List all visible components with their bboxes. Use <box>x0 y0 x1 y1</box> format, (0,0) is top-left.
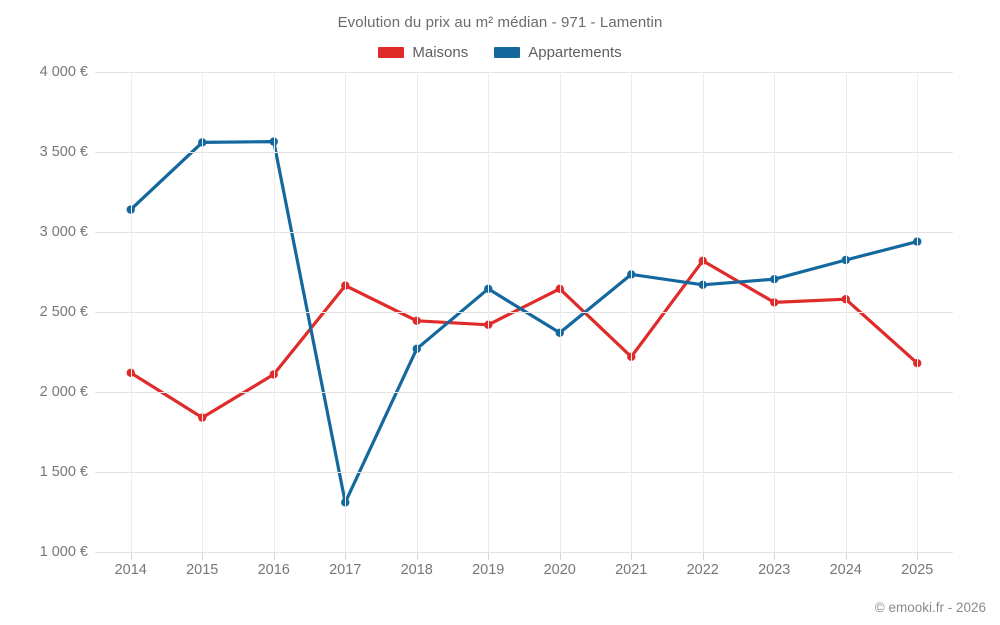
gridline-vertical <box>416 72 418 552</box>
legend-item-maisons[interactable]: Maisons <box>378 44 468 61</box>
gridline-vertical <box>488 72 490 552</box>
y-axis-tick-label: 1 500 € <box>39 464 88 480</box>
chart-title: Evolution du prix au m² médian - 971 - L… <box>337 14 663 31</box>
legend-label-maisons: Maisons <box>412 44 469 61</box>
y-axis: 1 000 € 1 500 € 2 000 € 2 500 € 3 000 € 3 500… <box>0 64 88 560</box>
y-axis-tick-label: 2 500 € <box>39 304 88 320</box>
plot-area <box>95 72 953 553</box>
y-axis-tick-label: 1 000 € <box>39 544 88 560</box>
gridline-vertical <box>917 72 919 552</box>
x-axis-tick-label: 2022 <box>686 562 719 578</box>
gridline-vertical <box>845 72 847 552</box>
x-axis-tick-mark <box>488 553 490 560</box>
data-point[interactable] <box>484 320 493 329</box>
x-axis-tick-label: 2024 <box>829 562 862 578</box>
data-point[interactable] <box>412 344 421 353</box>
x-axis-tick-mark <box>631 553 633 560</box>
x-axis-tick-mark <box>702 553 704 560</box>
data-point[interactable] <box>555 328 564 337</box>
x-axis: 2014 2015 2016 2017 2018 2019 2020 2021 2022 2023… <box>95 553 953 586</box>
y-axis-tick-label: 2 000 € <box>39 384 88 400</box>
x-axis-tick-mark <box>416 553 418 560</box>
gridline-vertical <box>559 72 561 552</box>
gridline-vertical <box>130 72 132 552</box>
legend-label-appartements: Appartements <box>528 44 622 61</box>
x-axis-tick-mark <box>130 553 132 560</box>
gridline-vertical <box>345 72 347 552</box>
gridline-horizontal <box>95 72 953 73</box>
y-axis-tick-label: 3 500 € <box>39 144 88 160</box>
data-point[interactable] <box>412 316 421 325</box>
x-axis-tick-mark <box>202 553 204 560</box>
x-axis-tick-label: 2015 <box>186 562 219 578</box>
x-axis-tick-label: 2018 <box>400 562 433 578</box>
x-axis-tick-mark <box>845 553 847 560</box>
gridline-vertical <box>202 72 204 552</box>
gridline-vertical <box>702 72 704 552</box>
legend-item-appartements[interactable]: Appartements <box>494 44 622 61</box>
gridline-horizontal <box>95 312 953 313</box>
series-line-maisons <box>129 259 919 420</box>
x-axis-tick-mark <box>273 553 275 560</box>
gridline-vertical <box>774 72 776 552</box>
series-line-appartements <box>129 139 919 504</box>
gridline-vertical <box>273 72 275 552</box>
x-axis-tick-label: 2017 <box>329 562 362 578</box>
data-point[interactable] <box>555 284 564 293</box>
legend-swatch-maisons <box>378 47 405 58</box>
x-axis-tick-label: 2025 <box>901 562 934 578</box>
x-axis-tick-mark <box>559 553 561 560</box>
gridline-horizontal <box>95 152 953 153</box>
gridline-horizontal <box>95 472 953 473</box>
x-axis-tick-mark <box>917 553 919 560</box>
chart-legend: Maisons Appartements <box>0 44 1000 61</box>
x-axis-tick-label: 2019 <box>472 562 505 578</box>
gridline-horizontal <box>95 392 953 393</box>
x-axis-tick-label: 2016 <box>257 562 290 578</box>
x-axis-tick-label: 2014 <box>114 562 147 578</box>
x-axis-tick-label: 2023 <box>758 562 791 578</box>
x-axis-tick-label: 2021 <box>615 562 648 578</box>
y-axis-tick-label: 4 000 € <box>39 64 88 80</box>
gridline-vertical <box>631 72 633 552</box>
x-axis-tick-label: 2020 <box>543 562 576 578</box>
data-point[interactable] <box>484 284 493 293</box>
gridline-horizontal <box>95 552 953 553</box>
y-axis-tick-label: 3 000 € <box>39 224 88 240</box>
x-axis-tick-mark <box>774 553 776 560</box>
x-axis-tick-mark <box>345 553 347 560</box>
gridline-horizontal <box>95 232 953 233</box>
footer-credit: © emooki.fr - 2026 <box>874 600 986 615</box>
legend-swatch-appartements <box>494 47 521 58</box>
